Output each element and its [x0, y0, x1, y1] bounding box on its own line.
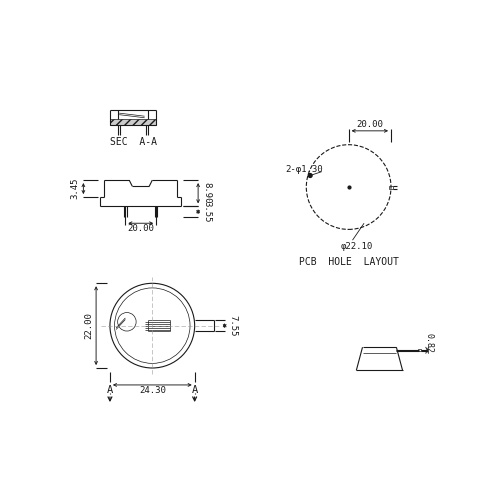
Bar [110, 120, 156, 126]
Bar [418, 349, 421, 352]
Text: 20.00: 20.00 [128, 224, 154, 233]
Text: 3.45: 3.45 [70, 178, 80, 200]
Text: 8.90: 8.90 [202, 182, 211, 204]
Text: 0.82: 0.82 [424, 332, 433, 352]
Text: PCB  HOLE  LAYOUT: PCB HOLE LAYOUT [298, 256, 398, 266]
Text: φ22.10: φ22.10 [341, 242, 373, 251]
Text: 3.55: 3.55 [202, 201, 211, 222]
Text: 20.00: 20.00 [356, 120, 384, 129]
Text: 2-φ1.30: 2-φ1.30 [285, 165, 323, 174]
Text: 22.00: 22.00 [84, 312, 93, 339]
Circle shape [308, 174, 312, 178]
Text: A: A [107, 384, 113, 394]
Bar [390, 186, 392, 188]
Text: A: A [192, 384, 198, 394]
Text: 24.30: 24.30 [139, 386, 166, 395]
Text: SEC  A-A: SEC A-A [110, 138, 156, 147]
Text: 7.55: 7.55 [228, 315, 237, 336]
